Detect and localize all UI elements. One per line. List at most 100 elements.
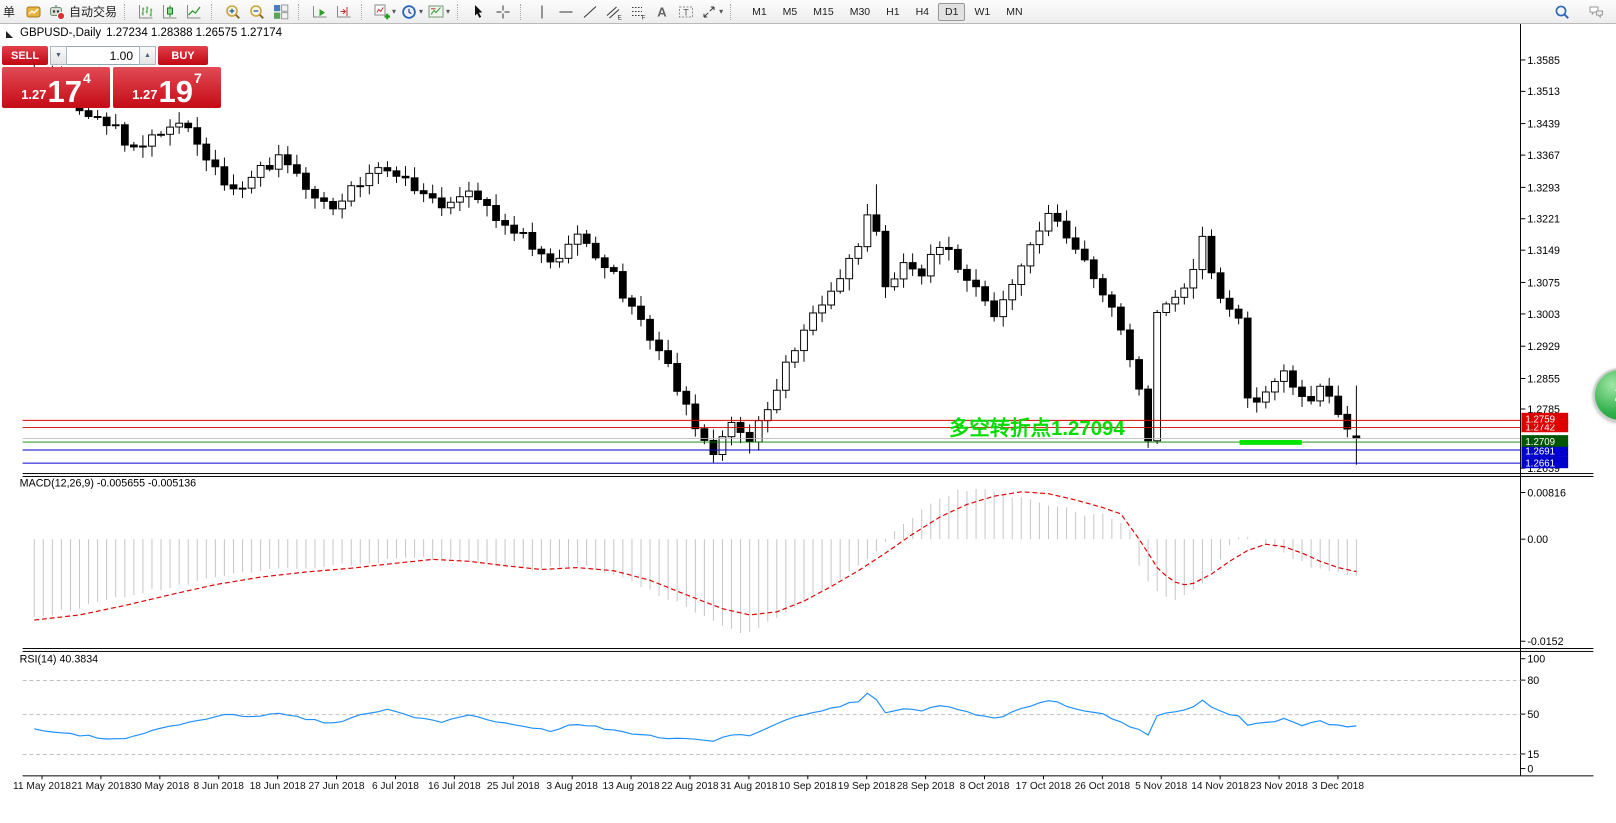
svg-text:8 Oct 2018: 8 Oct 2018: [960, 781, 1010, 792]
timeframe-mn-button[interactable]: MN: [1006, 5, 1023, 18]
sell-button[interactable]: SELL: [2, 46, 48, 65]
candlestick-chart-button[interactable]: [158, 2, 182, 22]
svg-text:31 Aug 2018: 31 Aug 2018: [720, 781, 778, 792]
volume-decrease-button[interactable]: ▼: [50, 46, 67, 65]
timeframe-m5-button[interactable]: M5: [782, 5, 798, 18]
svg-text:8 Jun 2018: 8 Jun 2018: [194, 781, 245, 792]
svg-text:19 Sep 2018: 19 Sep 2018: [838, 781, 896, 792]
zoom-out-button[interactable]: [245, 2, 269, 22]
candles-layer: [30, 63, 1361, 465]
svg-text:10 Sep 2018: 10 Sep 2018: [779, 781, 837, 792]
price-axis[interactable]: 1.3585 1.3513 1.3439 1.3367 1.3293 1.3221 1.31…: [1520, 55, 1561, 475]
zoom-in-button[interactable]: [221, 2, 245, 22]
sell-price-pip: 4: [83, 70, 91, 86]
fibonacci-button[interactable]: F: [626, 2, 650, 22]
svg-text:11 May 2018: 11 May 2018: [13, 781, 71, 792]
indicators-button[interactable]: ▾: [371, 2, 398, 22]
chart-shift-button[interactable]: [332, 2, 356, 22]
price-label-1.2742: 1.2742: [1521, 420, 1569, 433]
timeframe-m1-button[interactable]: M1: [752, 5, 767, 18]
rsi-line: [34, 692, 1357, 742]
autotrading-button[interactable]: 自动交易: [46, 2, 119, 22]
price-label-1.2661: 1.2661: [1521, 456, 1569, 469]
new-order-button[interactable]: 单: [0, 2, 22, 22]
text-label-button[interactable]: T: [674, 2, 698, 22]
text-button[interactable]: A: [650, 2, 674, 22]
volume-input[interactable]: [67, 46, 139, 65]
chart-title: GBPUSD-,Daily 1.27234 1.28388 1.26575 1.…: [6, 27, 282, 39]
arrows-button[interactable]: ▾: [698, 2, 725, 22]
svg-text:F: F: [642, 14, 646, 21]
tile-windows-button[interactable]: [269, 2, 293, 22]
ohlc-readout: 1.27234 1.28388 1.26575 1.27174: [106, 27, 283, 39]
highlight-segment[interactable]: [1239, 440, 1302, 445]
toolbar-right-group: [1550, 2, 1616, 22]
svg-text:1.3149: 1.3149: [1527, 245, 1560, 257]
timeframe-d1-button[interactable]: D1: [938, 2, 966, 21]
svg-text:1.3075: 1.3075: [1527, 277, 1560, 289]
svg-text:21 May 2018: 21 May 2018: [71, 781, 130, 792]
chat-button[interactable]: [1584, 2, 1608, 22]
svg-text:80: 80: [1527, 675, 1539, 687]
timeframe-m15-button[interactable]: M15: [813, 5, 834, 18]
auto-scroll-button[interactable]: [308, 2, 332, 22]
svg-text:0.00816: 0.00816: [1527, 487, 1566, 499]
volume-increase-button[interactable]: ▲: [139, 46, 156, 65]
toolbar-separator: [457, 3, 463, 20]
macd-histogram: [33, 489, 1357, 633]
svg-text:3 Dec 2018: 3 Dec 2018: [1312, 781, 1364, 792]
svg-text:1.2855: 1.2855: [1527, 373, 1560, 385]
buy-price-box[interactable]: 1.27 19 7: [113, 67, 221, 108]
svg-text:1.3585: 1.3585: [1527, 55, 1560, 67]
cursor-button[interactable]: [467, 2, 491, 22]
chart-marker-icon: [6, 30, 13, 38]
svg-text:1.2709: 1.2709: [1525, 437, 1555, 448]
svg-text:1.2759: 1.2759: [1525, 415, 1555, 426]
svg-text:28 Sep 2018: 28 Sep 2018: [897, 781, 955, 792]
crosshair-button[interactable]: [491, 2, 515, 22]
dropdown-caret-icon: ▾: [419, 7, 424, 16]
vertical-line-button[interactable]: [530, 2, 554, 22]
svg-text:16 Jul 2018: 16 Jul 2018: [428, 781, 481, 792]
price-label-1.2691: 1.2691: [1521, 444, 1569, 458]
symbol-period-label: GBPUSD-,Daily: [20, 27, 102, 39]
timeframe-m30-button[interactable]: M30: [849, 5, 871, 18]
svg-text:0.00: 0.00: [1527, 534, 1548, 546]
svg-text:14 Nov 2018: 14 Nov 2018: [1191, 781, 1249, 792]
timeframe-w1-button[interactable]: W1: [974, 5, 991, 18]
chart-window[interactable]: 多空转折点1.27094 1.3585 1.3513 1.3439 1.3367 1.32…: [0, 23, 1616, 823]
horizontal-line-button[interactable]: [554, 2, 578, 22]
svg-text:100: 100: [1527, 654, 1545, 666]
bar-chart-button[interactable]: [134, 2, 158, 22]
line-chart-button[interactable]: [182, 2, 206, 22]
buy-button[interactable]: BUY: [158, 46, 208, 65]
timeframe-h4-button[interactable]: H4: [915, 5, 930, 18]
annotation-text[interactable]: 多空转折点1.27094: [949, 416, 1125, 440]
svg-text:1.3367: 1.3367: [1527, 150, 1560, 162]
sell-price-big: 17: [47, 73, 82, 109]
toolbar-separator: [124, 3, 130, 20]
buy-price-big: 19: [158, 73, 193, 109]
svg-text:1.3439: 1.3439: [1527, 118, 1560, 130]
periods-button[interactable]: ▾: [398, 2, 425, 22]
templates-button[interactable]: ▾: [425, 2, 452, 22]
svg-text:26 Oct 2018: 26 Oct 2018: [1075, 781, 1131, 792]
search-button[interactable]: [1550, 2, 1574, 22]
rsi-label: RSI(14) 40.3834: [20, 654, 98, 666]
equidistant-channel-button[interactable]: E: [602, 2, 626, 22]
sell-price-box[interactable]: 1.27 17 4: [2, 67, 110, 108]
chart-window-icon[interactable]: [22, 2, 46, 22]
toolbar: 单 自动交易 ▾ ▾ ▾ E F A T ▾ M1 M5 M15 M30 H1 H4 D1 W1 MN: [0, 0, 1616, 24]
trendline-button[interactable]: [578, 2, 602, 22]
svg-text:T: T: [683, 7, 689, 17]
dropdown-caret-icon: ▾: [392, 7, 397, 16]
timeframe-group: M1 M5 M15 M30 H1 H4 D1 W1 MN: [744, 2, 1030, 21]
svg-text:30 May 2018: 30 May 2018: [130, 781, 189, 792]
chart-canvas[interactable]: 多空转折点1.27094 1.3585 1.3513 1.3439 1.3367 1.32…: [0, 23, 1616, 823]
svg-text:6 Jul 2018: 6 Jul 2018: [372, 781, 419, 792]
new-order-button-label: 单: [3, 5, 16, 19]
date-axis[interactable]: 11 May 2018 21 May 2018 30 May 2018 8 Jun 2…: [13, 775, 1364, 792]
timeframe-h1-button[interactable]: H1: [886, 5, 900, 18]
svg-text:A: A: [657, 4, 667, 19]
svg-text:17 Oct 2018: 17 Oct 2018: [1016, 781, 1072, 792]
